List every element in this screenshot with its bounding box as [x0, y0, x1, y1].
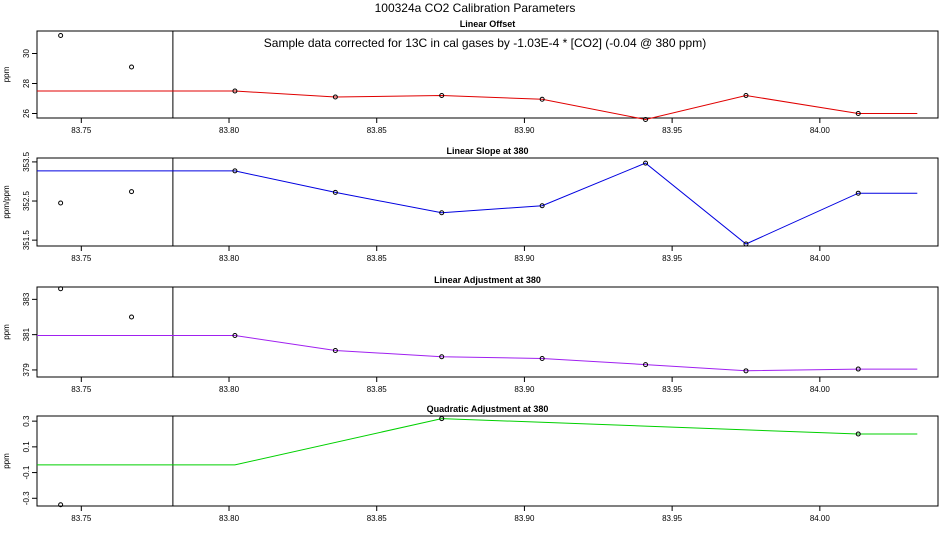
panel-linear-adjustment: Linear Adjustment at 380 ppm 83.75 83.80 83.… [2, 275, 939, 394]
x-tick-label: 83.75 [71, 254, 92, 263]
data-point [539, 355, 545, 361]
data-point [643, 117, 649, 122]
plot-frame [36, 30, 939, 119]
figure-title: 100324a CO2 Calibration Parameters [375, 1, 576, 15]
data-point [539, 203, 545, 209]
y-tick-label: 0.3 [22, 415, 31, 427]
y-tick-label: 351.5 [22, 230, 31, 251]
panel-title: Linear Offset [460, 19, 516, 29]
panel-title: Linear Slope at 380 [446, 146, 528, 156]
data-point [58, 200, 64, 206]
data-point [332, 94, 338, 100]
x-tick-label: 83.85 [367, 254, 388, 263]
data-point [439, 354, 445, 360]
x-tick-label: 83.80 [219, 254, 240, 263]
data-point [439, 416, 445, 422]
data-point [232, 333, 238, 339]
panel-linear-slope: Linear Slope at 380 ppm/ppm 83.75 83.80 83.8… [2, 146, 939, 263]
data-point [439, 93, 445, 98]
data-point [129, 189, 135, 195]
x-tick-label: 84.00 [810, 385, 831, 394]
data-point [855, 111, 861, 116]
x-tick-label: 83.80 [219, 514, 240, 523]
x-tick-label: 83.95 [662, 126, 683, 135]
y-tick-label: 379 [22, 363, 31, 377]
x-tick-label: 83.90 [514, 514, 535, 523]
y-tick-label: 26 [22, 109, 31, 118]
data-point [129, 314, 135, 320]
series-line [37, 335, 918, 372]
data-point [332, 189, 338, 195]
data-point [743, 241, 749, 247]
series-line [37, 90, 918, 121]
data-point [58, 502, 64, 508]
y-tick-label: 0.1 [22, 441, 31, 453]
x-tick-label: 84.00 [810, 514, 831, 523]
series-line [37, 162, 918, 245]
data-point [539, 96, 545, 102]
panel-title: Quadratic Adjustment at 380 [427, 404, 549, 414]
y-tick-label: 383 [22, 292, 31, 306]
data-point [643, 362, 649, 368]
y-axis-label: ppm [2, 66, 11, 82]
x-tick-label: 83.75 [71, 126, 92, 135]
panel-title: Linear Adjustment at 380 [434, 275, 541, 285]
panel-linear-offset: Linear Offset ppm 83.75 83.80 83.85 83.90 83.9… [2, 19, 939, 135]
x-tick-label: 83.95 [662, 385, 683, 394]
chart-panels: Linear Offset ppm 83.75 83.80 83.85 83.90 83.9… [2, 19, 939, 523]
data-point [855, 190, 861, 196]
x-tick-label: 83.90 [514, 126, 535, 135]
panel-quadratic-adjustment: Quadratic Adjustment at 380 ppm 83.75 83.80… [2, 404, 939, 523]
x-tick-label: 83.90 [514, 254, 535, 263]
plot-frame [36, 415, 939, 507]
x-tick-label: 83.95 [662, 254, 683, 263]
y-tick-label: 28 [22, 79, 31, 88]
y-axis-label: ppm [2, 324, 11, 340]
y-axis-label: ppm/ppm [2, 185, 11, 219]
data-point [855, 366, 861, 372]
data-point [332, 348, 338, 354]
data-point [232, 88, 238, 94]
y-tick-label: -0.3 [22, 491, 31, 505]
series-line [37, 418, 918, 466]
x-tick-label: 83.80 [219, 126, 240, 135]
x-tick-label: 83.85 [367, 385, 388, 394]
data-point [743, 368, 749, 374]
figure-annotation: Sample data corrected for 13C in cal gas… [264, 36, 706, 50]
data-point [232, 168, 238, 174]
data-point [439, 210, 445, 216]
x-tick-label: 83.95 [662, 514, 683, 523]
plot-frame [36, 286, 939, 378]
x-tick-label: 84.00 [810, 254, 831, 263]
x-tick-label: 83.85 [367, 126, 388, 135]
x-tick-label: 83.80 [219, 385, 240, 394]
data-point [855, 431, 861, 437]
y-tick-label: 352.5 [22, 190, 31, 211]
y-tick-label: 381 [22, 327, 31, 341]
data-point [58, 286, 64, 292]
data-point [58, 33, 64, 38]
y-tick-label: 30 [22, 49, 31, 58]
y-tick-label: -0.1 [22, 465, 31, 479]
plot-frame [36, 157, 939, 247]
y-tick-label: 353.5 [22, 151, 31, 172]
x-tick-label: 83.90 [514, 385, 535, 394]
data-point [643, 160, 649, 166]
x-tick-label: 84.00 [810, 126, 831, 135]
x-tick-label: 83.85 [367, 514, 388, 523]
x-tick-label: 83.75 [71, 514, 92, 523]
x-tick-label: 83.75 [71, 385, 92, 394]
y-axis-label: ppm [2, 453, 11, 469]
data-point [743, 93, 749, 98]
data-point [129, 64, 135, 70]
